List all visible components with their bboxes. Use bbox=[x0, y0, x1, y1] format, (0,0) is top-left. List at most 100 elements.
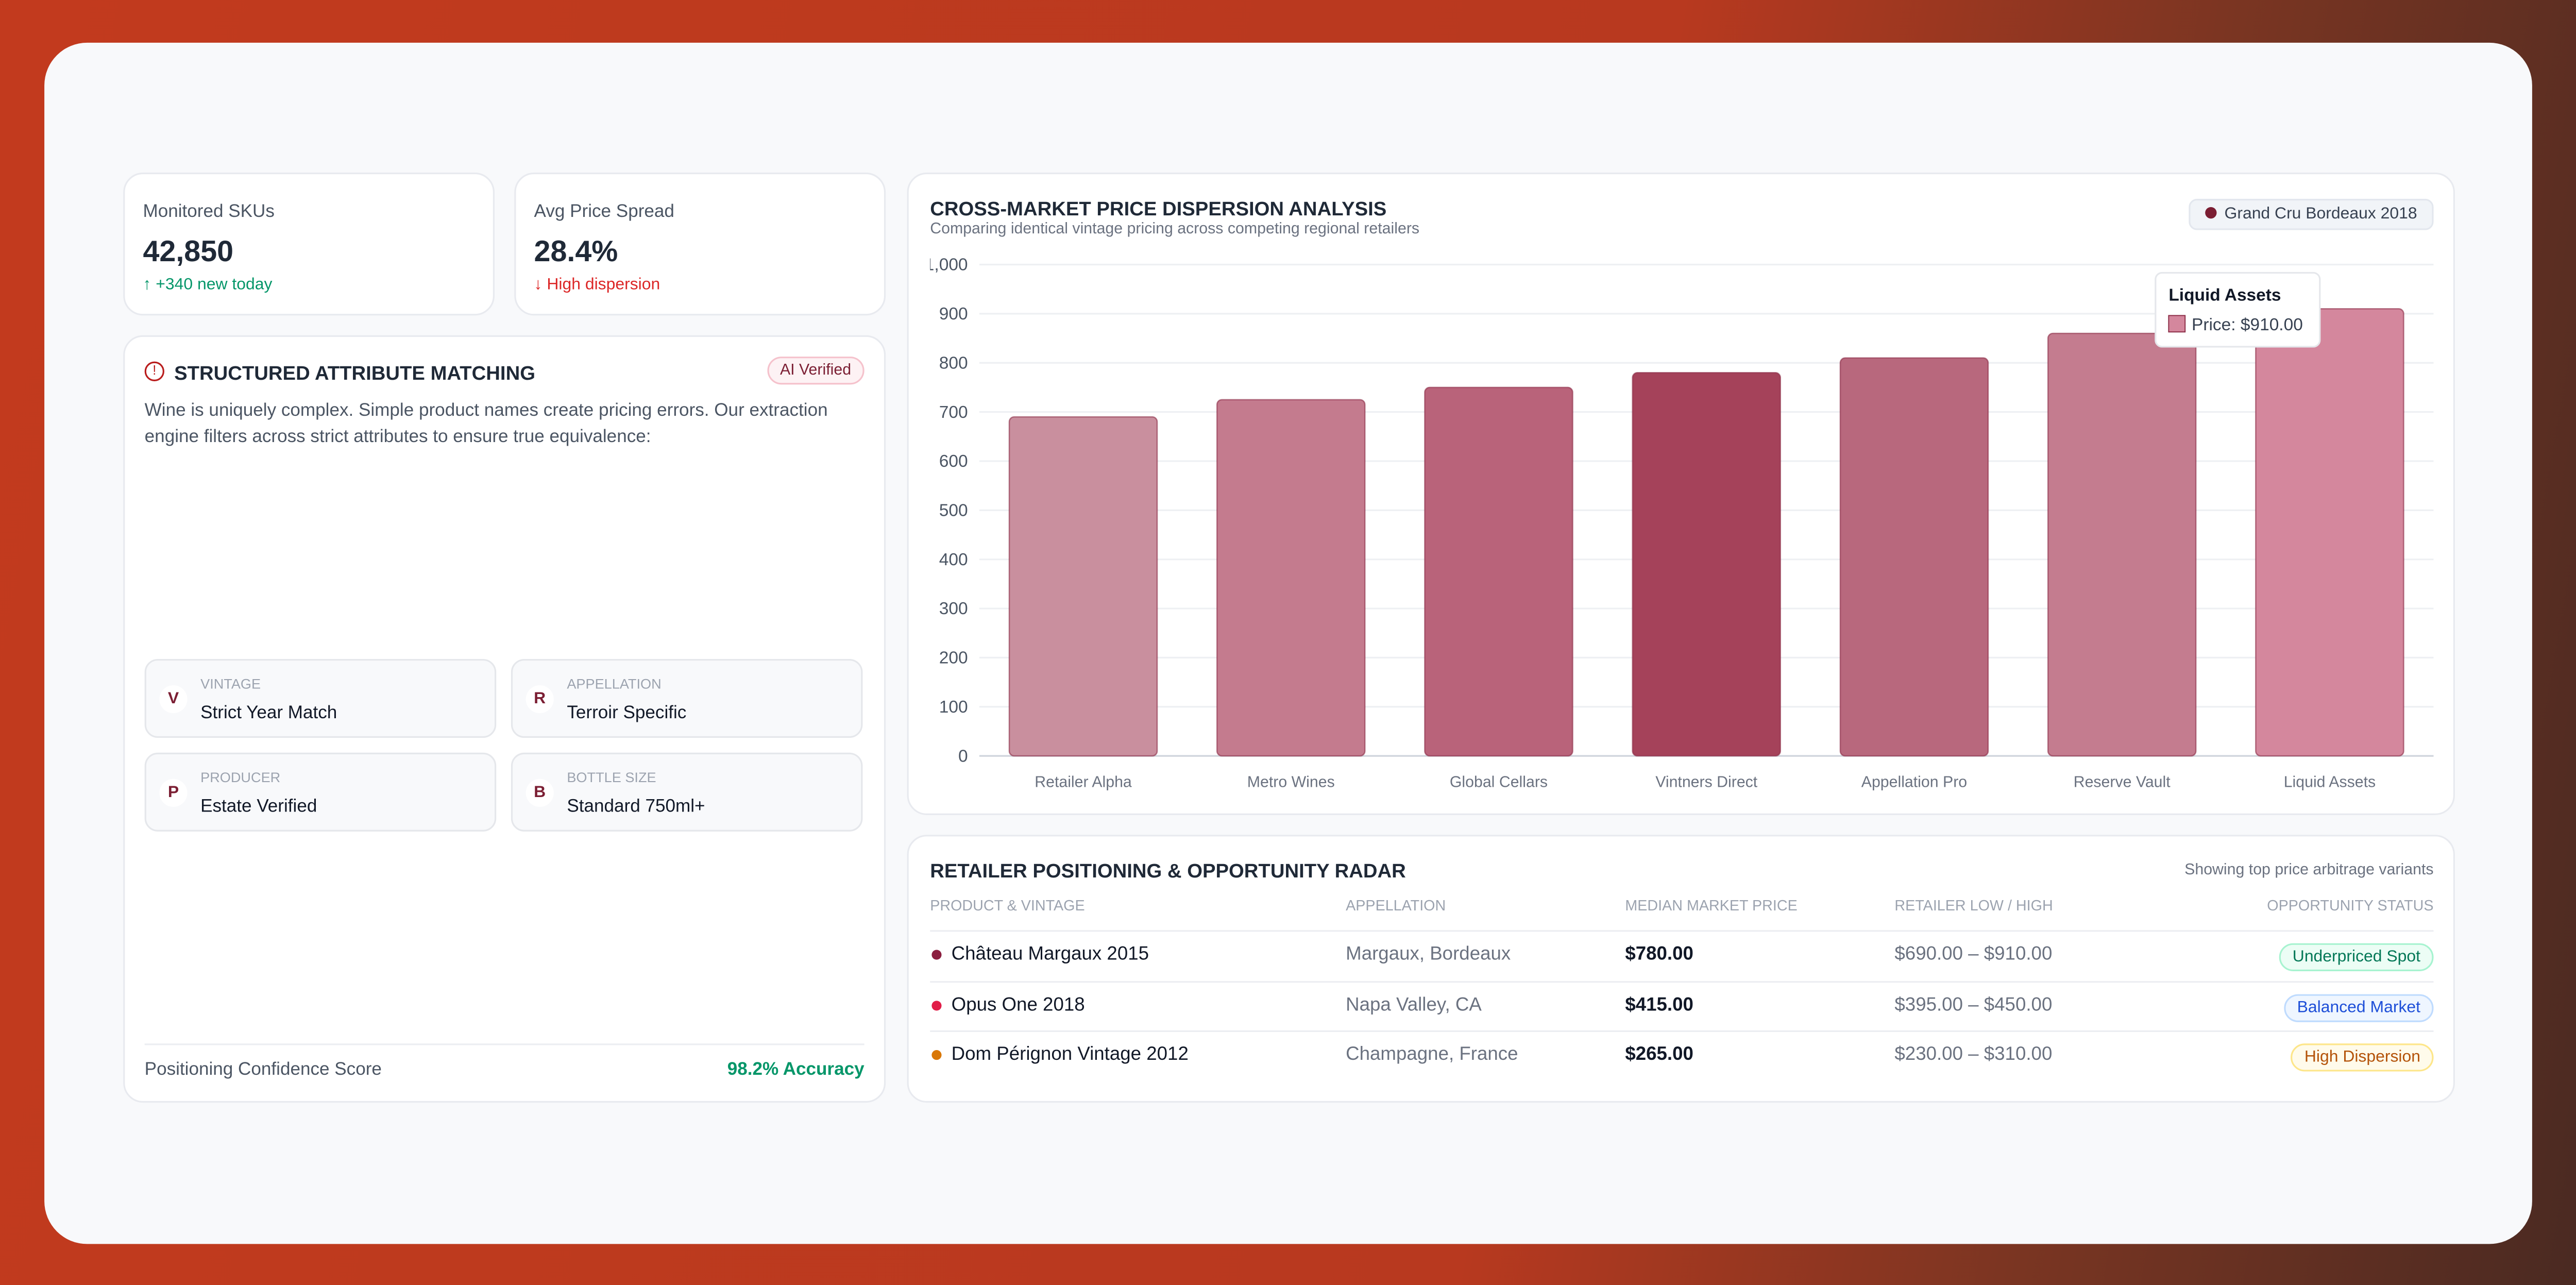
y-tick-label: 300 bbox=[939, 599, 968, 618]
table-card: RETAILER POSITIONING & OPPORTUNITY RADAR… bbox=[907, 835, 2455, 1103]
chart-subtitle: Comparing identical vintage pricing acro… bbox=[930, 220, 1420, 239]
status-badge: High Dispersion bbox=[2291, 1044, 2434, 1072]
column-header: OPPORTUNITY STATUS bbox=[2267, 897, 2434, 914]
x-tick-label: Retailer Alpha bbox=[1035, 774, 1132, 791]
attribute: P PRODUCER Estate Verified bbox=[144, 752, 497, 832]
median-price: $265.00 bbox=[1625, 1045, 1693, 1066]
status-dot bbox=[931, 1051, 942, 1061]
attr-value: Strict Year Match bbox=[200, 703, 337, 723]
product: Château Margaux 2015 bbox=[951, 944, 1149, 965]
info-icon: ! bbox=[144, 361, 164, 381]
legend: Grand Cru Bordeaux 2018 bbox=[2188, 198, 2434, 230]
y-tick-label: 500 bbox=[939, 501, 968, 520]
y-tick-label: 200 bbox=[939, 649, 968, 668]
tooltip-swatch bbox=[2168, 315, 2186, 333]
median-price: $415.00 bbox=[1625, 995, 1693, 1016]
status-badge: Balanced Market bbox=[2284, 993, 2434, 1022]
plot: 0 100 200 300 400 500 600 700 800 900 1,000 bbox=[925, 256, 2434, 766]
x-tick-label: Global Cellars bbox=[1450, 774, 1548, 791]
median-price: $780.00 bbox=[1625, 944, 1693, 965]
x-tick-label: Reserve Vault bbox=[2074, 774, 2171, 791]
bar bbox=[2255, 308, 2404, 757]
matching-card: ! STRUCTURED ATTRIBUTE MATCHING AI Verif… bbox=[123, 335, 886, 1103]
row-separator bbox=[930, 980, 2434, 983]
stat-label: Monitored SKUs bbox=[143, 202, 275, 222]
y-tick-label: 0 bbox=[958, 747, 968, 766]
footer-label: Positioning Confidence Score bbox=[144, 1060, 382, 1080]
bar bbox=[1216, 399, 1366, 757]
icon: V bbox=[159, 685, 188, 714]
status-dot bbox=[931, 950, 942, 960]
table-note: Showing top price arbitrage variants bbox=[2184, 861, 2434, 880]
row-separator bbox=[930, 1031, 2434, 1033]
legend-label: Grand Cru Bordeaux 2018 bbox=[2224, 205, 2417, 224]
bar bbox=[1632, 372, 1782, 757]
status-badge: Underpriced Spot bbox=[2279, 943, 2434, 971]
x-tick-label: Vintners Direct bbox=[1655, 774, 1758, 791]
price-range: $395.00 – $450.00 bbox=[1894, 995, 2053, 1016]
column-header: RETAILER LOW / HIGH bbox=[1894, 897, 2053, 914]
stat-card: Monitored SKUs 42,850 ↑ +340 new today bbox=[123, 172, 495, 316]
chart-title: CROSS-MARKET PRICE DISPERSION ANALYSIS bbox=[930, 197, 1387, 221]
table-title: RETAILER POSITIONING & OPPORTUNITY RADAR bbox=[930, 859, 1406, 883]
appellation: Champagne, France bbox=[1346, 1045, 1518, 1066]
delta-text: +340 new today bbox=[156, 276, 273, 294]
column-header: MEDIAN MARKET PRICE bbox=[1625, 897, 1798, 914]
price-range: $690.00 – $910.00 bbox=[1894, 944, 2053, 965]
delta-text: High dispersion bbox=[547, 276, 660, 294]
price-range: $230.00 – $310.00 bbox=[1894, 1045, 2053, 1066]
attr-label: APPELLATION bbox=[567, 675, 662, 692]
badge: AI Verified bbox=[767, 357, 865, 385]
section-title: STRUCTURED ATTRIBUTE MATCHING bbox=[174, 361, 536, 385]
attribute: B BOTTLE SIZE Standard 750ml+ bbox=[511, 752, 863, 832]
column-header: PRODUCT & VINTAGE bbox=[930, 897, 1085, 914]
y-tick-label: 1,000 bbox=[925, 256, 968, 275]
x-tick-label: Appellation Pro bbox=[1861, 774, 1967, 791]
stat-delta: ↑ +340 new today bbox=[143, 276, 273, 294]
bar bbox=[2047, 332, 2197, 757]
bar bbox=[1424, 386, 1573, 757]
stat-label: Avg Price Spread bbox=[534, 202, 674, 222]
footer-value: 98.2% Accuracy bbox=[727, 1060, 865, 1080]
attr-label: PRODUCER bbox=[200, 769, 281, 786]
y-tick-label: 900 bbox=[939, 305, 968, 324]
x-tick-label: Liquid Assets bbox=[2284, 774, 2376, 791]
attribute: R APPELLATION Terroir Specific bbox=[511, 658, 863, 738]
tooltip-value: Price: $910.00 bbox=[2192, 315, 2303, 334]
icon: R bbox=[526, 685, 554, 714]
product: Dom Pérignon Vintage 2012 bbox=[951, 1045, 1189, 1066]
tooltip bbox=[2155, 272, 2321, 348]
appellation: Napa Valley, CA bbox=[1346, 995, 1482, 1016]
attribute: V VINTAGE Strict Year Match bbox=[144, 658, 497, 738]
status-dot bbox=[931, 1000, 942, 1010]
product: Opus One 2018 bbox=[951, 995, 1085, 1016]
stat-value: 28.4% bbox=[534, 235, 618, 268]
stat-card: Avg Price Spread 28.4% ↓ High dispersion bbox=[514, 172, 886, 316]
stat-value: 42,850 bbox=[143, 235, 234, 268]
row-separator bbox=[930, 930, 2434, 932]
appellation: Margaux, Bordeaux bbox=[1346, 944, 1511, 965]
bar bbox=[1839, 357, 1989, 757]
x-tick-label: Metro Wines bbox=[1247, 774, 1335, 791]
stat-delta: ↓ High dispersion bbox=[534, 276, 660, 294]
bar bbox=[1008, 416, 1158, 757]
y-tick-label: 600 bbox=[939, 452, 968, 471]
tooltip-title: Liquid Assets bbox=[2168, 286, 2281, 305]
icon: P bbox=[159, 779, 188, 807]
attr-value: Estate Verified bbox=[200, 797, 317, 817]
attr-value: Terroir Specific bbox=[567, 703, 687, 723]
y-tick-label: 700 bbox=[939, 403, 968, 422]
divider bbox=[144, 1043, 865, 1045]
attr-label: VINTAGE bbox=[200, 675, 261, 692]
icon: B bbox=[526, 779, 554, 807]
attr-value: Standard 750ml+ bbox=[567, 797, 705, 817]
description: Wine is uniquely complex. Simple product… bbox=[144, 401, 828, 447]
attr-label: BOTTLE SIZE bbox=[567, 769, 656, 786]
y-tick-label: 100 bbox=[939, 698, 968, 717]
y-tick-label: 800 bbox=[939, 353, 968, 373]
legend-swatch bbox=[2205, 207, 2216, 219]
column-header: APPELLATION bbox=[1346, 897, 1446, 914]
